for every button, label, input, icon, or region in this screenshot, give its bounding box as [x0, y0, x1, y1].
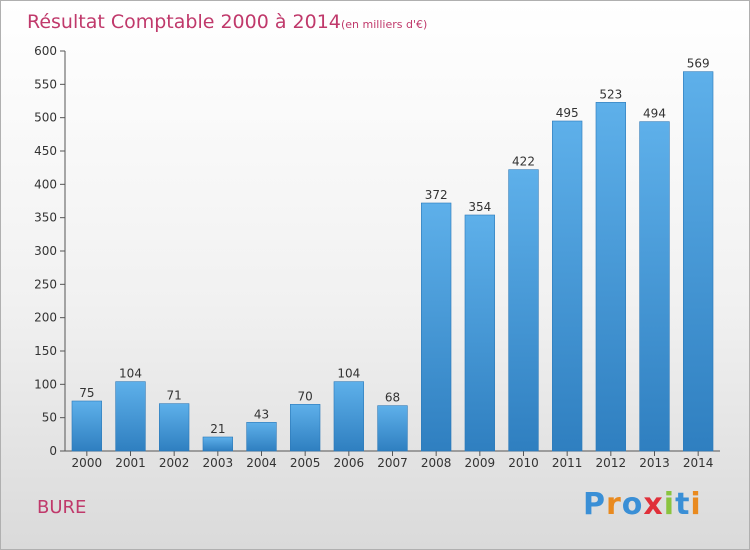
- y-tick-label: 500: [34, 111, 57, 125]
- x-tick-label: 2008: [421, 456, 452, 470]
- bar: [246, 422, 277, 452]
- bar: [508, 169, 539, 452]
- y-tick-label: 100: [34, 377, 57, 391]
- data-label: 523: [599, 87, 622, 101]
- chart-subtitle: (en milliers d'€): [341, 18, 427, 31]
- x-tick-label: 2004: [246, 456, 277, 470]
- y-tick-label: 0: [49, 444, 57, 458]
- y-tick-label: 250: [34, 277, 57, 291]
- y-tick-label: 400: [34, 177, 57, 191]
- data-label: 43: [254, 407, 269, 421]
- x-tick-label: 2005: [290, 456, 321, 470]
- data-label: 569: [687, 57, 710, 71]
- x-tick-label: 2009: [465, 456, 496, 470]
- data-label: 71: [167, 389, 182, 403]
- data-label: 104: [119, 367, 142, 381]
- commune-label: BURE: [37, 497, 86, 518]
- x-tick-label: 2003: [203, 456, 234, 470]
- x-tick-label: 2001: [115, 456, 146, 470]
- data-label: 494: [643, 107, 666, 121]
- bar: [377, 405, 408, 452]
- y-tick-label: 150: [34, 344, 57, 358]
- y-axis: 0 50 100 150 200 250 300 350 400 450 500 550 600: [34, 44, 66, 458]
- data-label: 21: [210, 422, 225, 436]
- bar: [595, 102, 626, 452]
- x-axis: 2000 2001 2002 2003 2004 2005 2006 2007 2008 2009…: [65, 450, 720, 470]
- bar: [71, 400, 102, 452]
- logo-letter: i: [690, 487, 702, 522]
- bar: [464, 214, 495, 452]
- bars: [71, 71, 714, 452]
- y-tick-label: 350: [34, 211, 57, 225]
- y-tick-label: 200: [34, 311, 57, 325]
- x-tick-label: 2010: [508, 456, 539, 470]
- bar: [683, 71, 714, 452]
- logo-letter: t: [675, 487, 691, 522]
- y-tick-label: 600: [34, 44, 57, 58]
- data-label: 422: [512, 155, 535, 169]
- x-tick-label: 2007: [377, 456, 408, 470]
- bar: [552, 120, 583, 452]
- bar: [115, 381, 146, 452]
- bar: [202, 436, 233, 452]
- bar: [159, 403, 190, 452]
- data-label: 104: [337, 367, 360, 381]
- data-label: 354: [468, 200, 491, 214]
- bar: [333, 381, 364, 452]
- logo-letter: o: [621, 487, 644, 522]
- data-label: 75: [79, 386, 94, 400]
- y-tick-label: 550: [34, 77, 57, 91]
- x-tick-label: 2014: [683, 456, 714, 470]
- bar: [639, 121, 670, 452]
- data-label: 70: [298, 389, 313, 403]
- bar: [421, 202, 452, 452]
- logo-letter: x: [643, 487, 664, 522]
- data-label: 495: [556, 106, 579, 120]
- x-tick-label: 2011: [552, 456, 583, 470]
- y-tick-label: 300: [34, 244, 57, 258]
- x-tick-label: 2012: [596, 456, 627, 470]
- y-tick-label: 450: [34, 144, 57, 158]
- x-tick-label: 2002: [159, 456, 190, 470]
- y-tick-label: 50: [42, 411, 57, 425]
- logo-letter: i: [663, 487, 676, 522]
- logo-letter: P: [583, 487, 606, 522]
- x-tick-label: 2013: [639, 456, 670, 470]
- data-label: 68: [385, 391, 400, 405]
- data-labels: 75 104 71 21 43 70 104 68 372 354 422 495 523 494 569: [79, 57, 709, 436]
- bar: [290, 404, 321, 452]
- x-tick-label: 2006: [334, 456, 365, 470]
- data-label: 372: [425, 188, 448, 202]
- chart-title: Résultat Comptable 2000 à 2014: [27, 11, 341, 33]
- x-tick-label: 2000: [72, 456, 103, 470]
- proxiti-logo: Proxiti: [583, 487, 702, 522]
- logo-letter: r: [606, 487, 622, 522]
